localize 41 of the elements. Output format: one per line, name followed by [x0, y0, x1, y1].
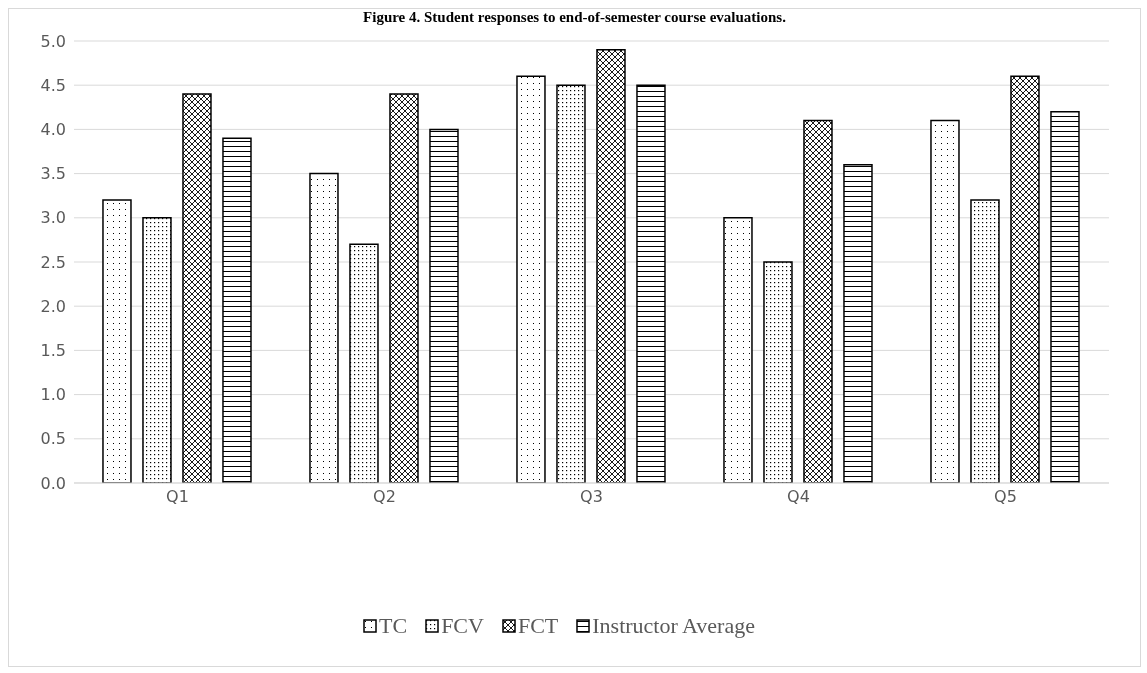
chart-title: Figure 4. Student responses to end-of-semester course evaluations.: [362, 9, 787, 26]
legend-label: TC: [378, 613, 408, 639]
y-tick-label: 5.0: [40, 31, 66, 51]
bar: [1010, 75, 1040, 483]
x-tick-label: Q1: [166, 487, 189, 507]
y-tick-label: 2.5: [40, 252, 66, 272]
bar: [309, 172, 339, 483]
x-tick-label: Q4: [787, 487, 810, 507]
bar: [102, 199, 132, 483]
y-tick-label: 0.0: [40, 473, 66, 493]
bar: [429, 128, 459, 483]
bar: [1050, 110, 1080, 483]
bar: [349, 243, 379, 483]
x-tick-label: Q5: [994, 487, 1017, 507]
bar: [556, 84, 586, 483]
y-tick-label: 3.0: [40, 208, 66, 228]
bar: [516, 75, 546, 483]
bar: [970, 199, 1000, 483]
bar: [930, 119, 960, 483]
bar: [222, 137, 252, 483]
x-tick-label: Q2: [373, 487, 396, 507]
bar: [763, 261, 793, 483]
y-tick-label: 3.5: [40, 164, 66, 184]
bar: [142, 217, 172, 483]
legend-label: Instructor Average: [591, 613, 755, 639]
bar: [723, 217, 753, 483]
legend-label: FCV: [440, 613, 484, 639]
y-tick-label: 4.0: [40, 120, 66, 140]
legend-label: FCT: [516, 613, 559, 639]
bar: [843, 164, 873, 483]
bar: [182, 93, 212, 483]
x-tick-label: Q3: [580, 487, 603, 507]
y-tick-label: 1.5: [40, 341, 66, 361]
bar: [596, 49, 626, 483]
y-tick-label: 4.5: [40, 75, 66, 95]
y-tick-label: 1.0: [40, 385, 66, 405]
bar: [389, 93, 419, 483]
y-tick-label: 2.0: [40, 296, 66, 316]
y-tick-label: 0.5: [40, 429, 66, 449]
bar: [803, 119, 833, 483]
bar: [636, 84, 666, 483]
